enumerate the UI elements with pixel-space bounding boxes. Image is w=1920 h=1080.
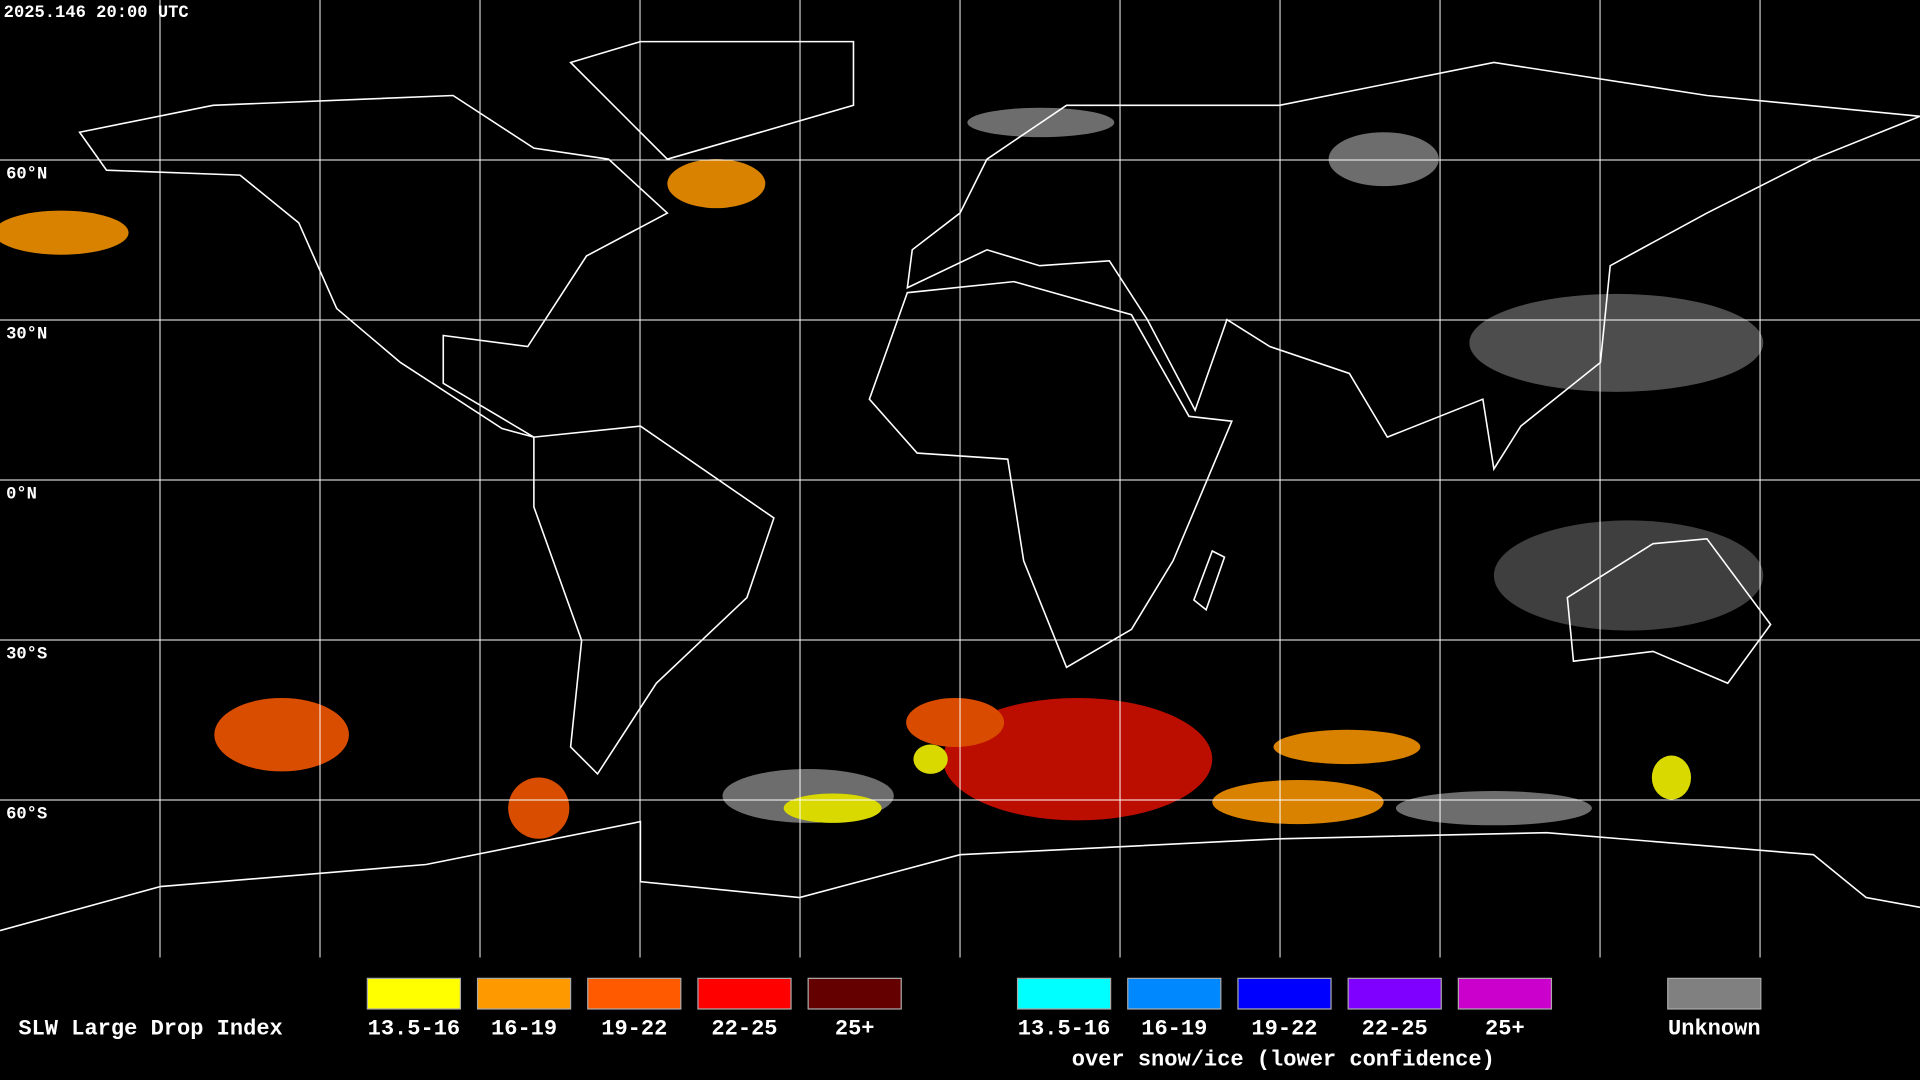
- latitude-label: 60°S: [6, 805, 47, 824]
- legend-swatch: [1667, 977, 1762, 1010]
- antarctica: [0, 820, 1920, 932]
- patch: [508, 777, 570, 839]
- legend-label: 19-22: [1251, 1017, 1317, 1042]
- latitude-label: 60°N: [6, 165, 47, 184]
- legend-title: SLW Large Drop Index: [18, 1017, 282, 1042]
- patch: [1493, 520, 1764, 631]
- legend-label: 16-19: [1141, 1017, 1207, 1042]
- eurasia: [906, 61, 1920, 472]
- timestamp: 2025.146 20:00 UTC: [4, 4, 189, 23]
- greenland: [569, 40, 855, 161]
- legend-swatch: [697, 977, 792, 1010]
- legend-label: 25+: [835, 1017, 875, 1042]
- patch: [1651, 755, 1692, 800]
- legend-background: [0, 957, 1920, 1080]
- patch: [667, 159, 766, 209]
- coastlines: [0, 40, 1920, 932]
- legend-swatch: [1237, 977, 1332, 1010]
- graticule: [0, 0, 1920, 958]
- north-america: [78, 94, 669, 438]
- legend-swatch: [1347, 977, 1442, 1010]
- africa: [868, 280, 1233, 669]
- snow-note: over snow/ice (lower confidence): [1072, 1047, 1495, 1072]
- legend-swatch: [587, 977, 682, 1010]
- legend-label: 16-19: [491, 1017, 557, 1042]
- patch: [0, 210, 129, 255]
- legend-swatch: [366, 977, 462, 1010]
- patch: [1395, 791, 1592, 826]
- patch: [1212, 780, 1384, 825]
- legend-label: 13.5-16: [1018, 1017, 1111, 1042]
- legend-swatch: [1457, 977, 1553, 1010]
- latitude-label: 30°N: [6, 325, 47, 344]
- legend-swatch: [1127, 977, 1222, 1010]
- latitude-label: 0°N: [6, 485, 37, 504]
- legend-label: 22-25: [1362, 1017, 1428, 1042]
- legend-label: 13.5-16: [368, 1017, 461, 1042]
- south-america: [533, 425, 775, 776]
- patch: [1328, 132, 1439, 187]
- legend-label: 19-22: [601, 1017, 667, 1042]
- patch: [783, 793, 882, 823]
- patch: [913, 744, 948, 774]
- latitude-label: 30°S: [6, 645, 47, 664]
- legend-swatch: [476, 977, 572, 1010]
- legend-label: Unknown: [1668, 1017, 1761, 1042]
- patch: [214, 697, 349, 772]
- australia: [1566, 537, 1772, 685]
- legend-label: 22-25: [711, 1017, 777, 1042]
- legend-swatch: [1016, 977, 1112, 1010]
- patch: [906, 697, 1005, 747]
- madagascar: [1192, 549, 1226, 612]
- legend-label: 25+: [1485, 1017, 1525, 1042]
- patch: [1273, 729, 1421, 765]
- patch: [942, 697, 1213, 821]
- legend-swatch: [807, 977, 902, 1010]
- patch: [1469, 293, 1764, 392]
